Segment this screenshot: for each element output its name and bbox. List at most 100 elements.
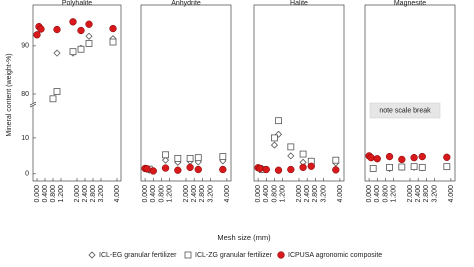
marker-circle [219, 165, 227, 174]
x-tick-label: 2.800 [312, 185, 319, 203]
marker-diamond [161, 156, 170, 164]
x-tick-label: 2.800 [199, 185, 206, 203]
marker-circle [307, 162, 315, 170]
marker-circle [77, 26, 85, 35]
break-gap [30, 103, 36, 107]
marker-circle [33, 31, 41, 39]
marker-circle [262, 165, 270, 174]
marker-circle [373, 155, 381, 163]
marker-circle [69, 18, 77, 26]
marker-square [287, 143, 295, 151]
panel-frame [253, 4, 345, 182]
marker-circle [367, 154, 375, 162]
panel-title: Anhydrite [171, 0, 201, 7]
x-tick-label: 3.200 [320, 185, 327, 203]
legend-label: ICL-ZG granular fertilizer [195, 252, 273, 259]
marker-circle [85, 20, 93, 28]
panel-title: Magnesite [394, 0, 426, 7]
x-tick-label: 1.200 [279, 185, 286, 203]
y-tick-label: 0 [25, 171, 29, 178]
x-tick-label: 0.400 [150, 185, 157, 203]
marker-square [49, 95, 57, 103]
marker-circle [161, 164, 170, 172]
marker-square [369, 165, 377, 172]
marker-square [398, 163, 406, 171]
marker-circle [149, 167, 157, 175]
x-tick-label: 2.400 [191, 185, 198, 203]
marker-circle [277, 251, 285, 259]
marker-circle [418, 152, 426, 161]
marker-square [410, 163, 418, 171]
panel-frame [140, 4, 232, 182]
x-tick-label: 0.800 [158, 185, 165, 203]
legend-label: ICPUSA agronomic composite [288, 252, 382, 259]
x-tick-label: 1.200 [390, 185, 397, 203]
x-tick-label: 4.000 [337, 185, 344, 203]
x-tick-label: 0.000 [142, 185, 149, 203]
marker-square [184, 251, 192, 259]
annotation-box [369, 102, 441, 119]
x-tick-label: 0.000 [255, 185, 262, 203]
marker-circle [287, 165, 295, 174]
y-tick-label: 10 [21, 135, 29, 142]
marker-circle [53, 25, 61, 34]
x-tick-label: 2.000 [74, 185, 81, 203]
marker-diamond [85, 32, 93, 40]
marker-circle [410, 154, 418, 162]
marker-square [386, 163, 393, 171]
x-tick-label: 3.200 [431, 185, 438, 203]
x-tick-label: 4.000 [224, 185, 231, 203]
marker-circle [332, 166, 340, 174]
panel-frame [32, 4, 122, 182]
marker-square [77, 45, 85, 53]
marker-circle [398, 155, 406, 164]
x-tick-label: 2.000 [183, 185, 190, 203]
marker-circle [274, 166, 283, 174]
x-tick-label: 2.400 [82, 185, 89, 203]
x-tick-label: 4.000 [448, 185, 455, 203]
panel-title: Polyhalite [62, 0, 92, 7]
y-axis-label: Mineral content (weight-%) [6, 53, 13, 136]
marker-square [53, 88, 61, 95]
x-tick-label: 0.400 [42, 185, 49, 203]
marker-square [174, 154, 182, 162]
x-tick-label: 0.800 [271, 185, 278, 203]
marker-square [186, 154, 194, 162]
x-tick-label: 0.000 [34, 185, 41, 203]
marker-square [275, 117, 282, 125]
x-tick-label: 0.800 [382, 185, 389, 203]
marker-square [219, 153, 227, 160]
x-tick-label: 2.000 [296, 185, 303, 203]
break-mark [29, 103, 37, 108]
x-axis-label: Mesh size (mm) [217, 233, 271, 242]
x-tick-label: 0.800 [50, 185, 57, 203]
marker-square [194, 154, 202, 162]
panel-frame [364, 4, 456, 182]
x-tick-label: 2.400 [415, 185, 422, 203]
x-tick-label: 0.400 [263, 185, 270, 203]
marker-circle [385, 152, 394, 161]
marker-diamond [53, 49, 61, 57]
break-mark [29, 101, 37, 106]
marker-circle [37, 25, 45, 33]
x-tick-label: 0.400 [374, 185, 381, 203]
marker-circle [174, 166, 182, 174]
marker-circle [109, 24, 117, 33]
marker-circle [194, 165, 202, 174]
marker-circle [256, 164, 264, 173]
legend-label: ICL-EG granular fertilizer [99, 252, 177, 259]
x-tick-label: 2.800 [90, 185, 97, 203]
marker-square [162, 151, 169, 159]
y-tick-label: 80 [21, 91, 29, 98]
x-tick-label: 3.200 [207, 185, 214, 203]
panel-title: Halite [290, 0, 308, 7]
x-tick-label: 0.000 [366, 185, 373, 203]
marker-circle [443, 153, 451, 161]
marker-square [418, 163, 426, 171]
marker-circle [143, 165, 151, 173]
x-tick-label: 4.000 [114, 185, 121, 203]
marker-square [69, 48, 77, 56]
x-tick-label: 2.800 [423, 185, 430, 203]
annotation: note scale break [379, 107, 431, 114]
